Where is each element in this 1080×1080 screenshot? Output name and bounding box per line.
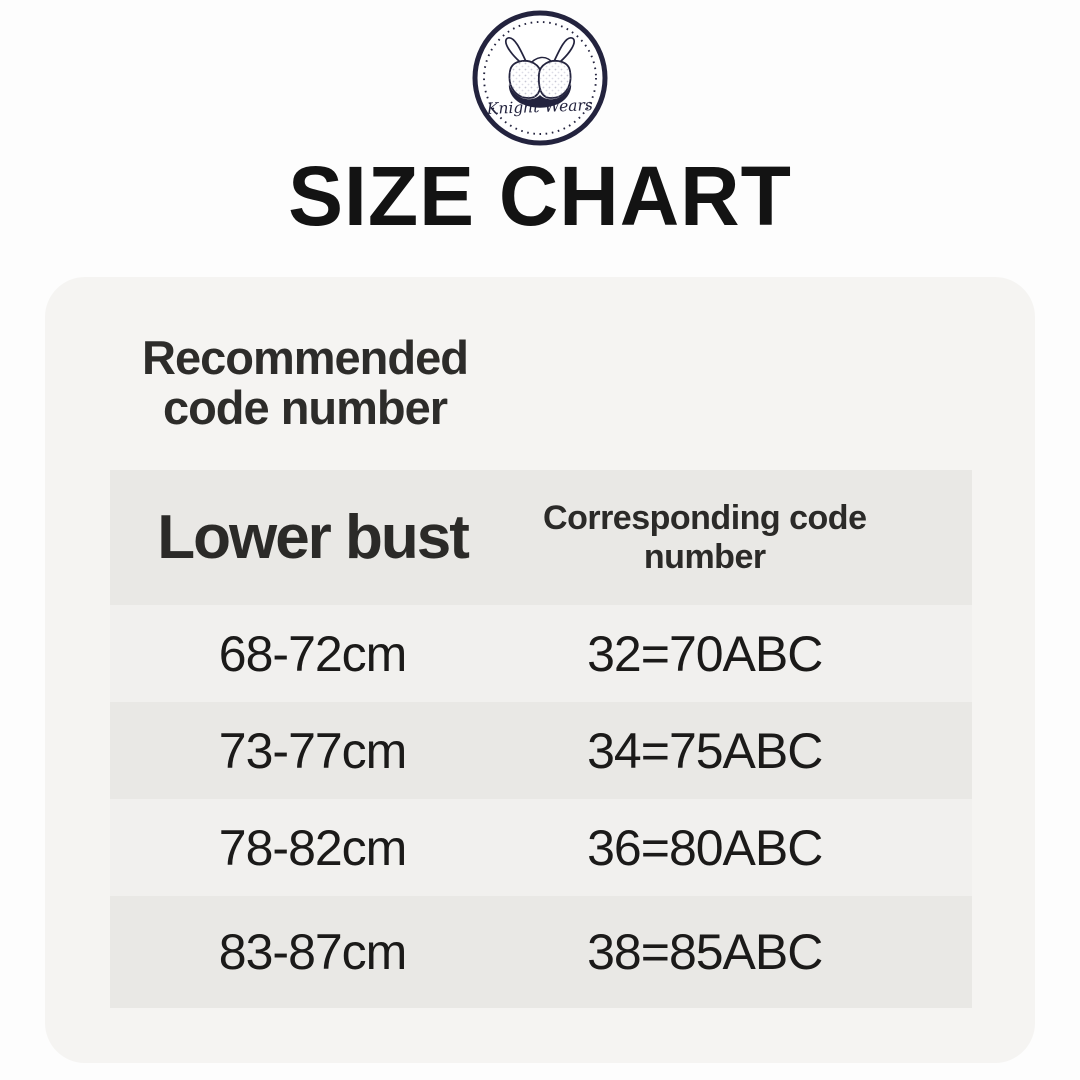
recommended-code-heading-line2: code number <box>162 380 448 434</box>
table-row: 83-87cm 38=85ABC <box>110 896 972 1008</box>
size-chart-card: Recommended code number Lower bust Corre… <box>45 277 1035 1063</box>
logo-dotted-ring <box>483 21 597 135</box>
recommended-code-heading-line1: Recommended <box>142 331 469 384</box>
recommended-code-heading: Recommended code number <box>100 333 510 433</box>
table-row: 68-72cm 32=70ABC <box>110 605 972 702</box>
code-number: 38=85ABC <box>587 924 823 980</box>
bust-range: 68-72cm <box>218 625 408 682</box>
brand-logo: Knight Wears <box>470 8 610 148</box>
bust-range: 83-87cm <box>218 924 408 980</box>
bust-range: 73-77cm <box>218 722 408 779</box>
header-lower-bust: Lower bust <box>157 503 470 572</box>
brand-logo-graphic: Knight Wears <box>472 10 608 146</box>
page-title: SIZE CHART <box>288 149 792 243</box>
code-number: 36=80ABC <box>587 819 823 876</box>
header-corresponding-code-line2: number <box>643 537 766 576</box>
header-corresponding-code-line1: Corresponding code <box>543 499 867 538</box>
table-header-row: Lower bust Corresponding code number <box>110 470 972 605</box>
code-number: 32=70ABC <box>587 625 823 682</box>
table-row: 73-77cm 34=75ABC <box>110 702 972 799</box>
table-row: 78-82cm 36=80ABC <box>110 799 972 896</box>
size-table: Lower bust Corresponding code number 68-… <box>110 470 972 1008</box>
bust-range: 78-82cm <box>218 819 408 876</box>
header-corresponding-code: Corresponding code number <box>515 470 894 605</box>
code-number: 34=75ABC <box>587 722 823 779</box>
logo-brand-name: Knight Wears <box>486 96 594 118</box>
bra-icon <box>504 37 576 108</box>
